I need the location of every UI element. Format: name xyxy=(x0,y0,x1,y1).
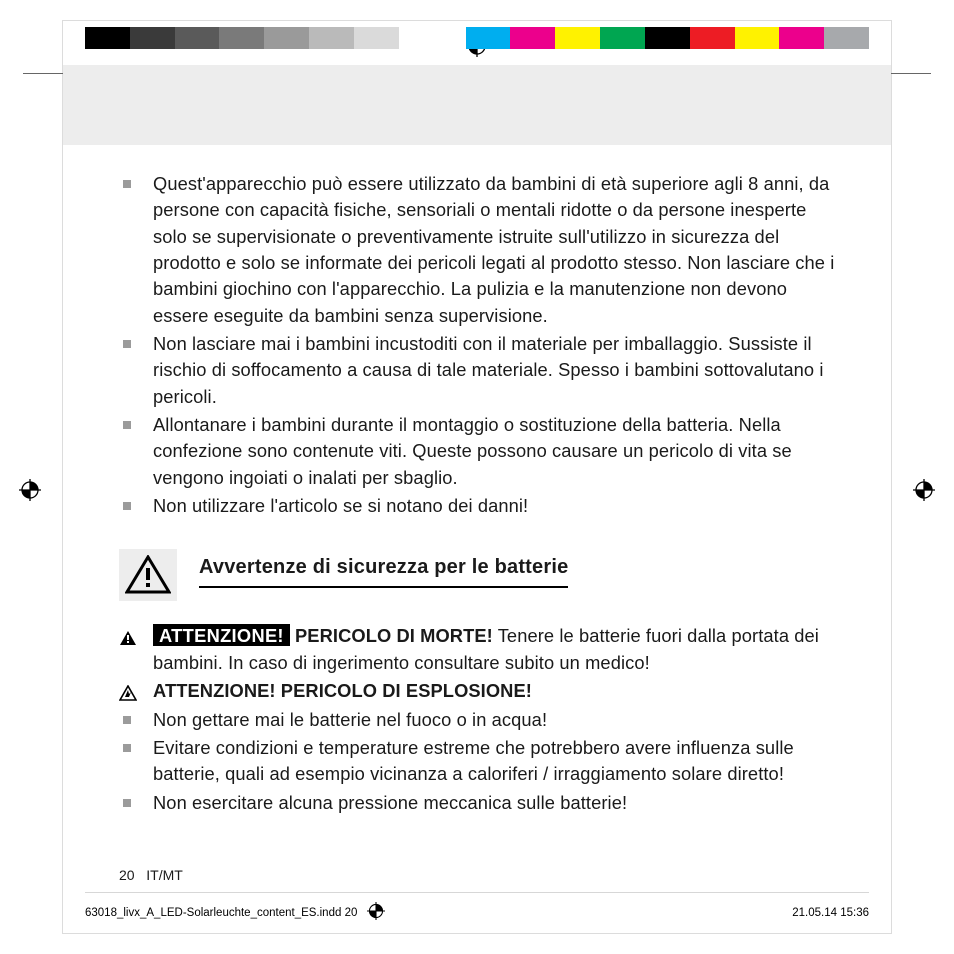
color-swatch xyxy=(690,27,735,49)
list-item: Evitare condizioni e temperature estreme… xyxy=(119,735,835,788)
color-swatch xyxy=(600,27,645,49)
language-code: IT/MT xyxy=(146,867,183,883)
color-swatch xyxy=(175,27,220,49)
safety-list: Quest'apparecchio può essere utilizzato … xyxy=(119,171,835,519)
warning-triangle-small-icon xyxy=(119,627,137,653)
death-danger-label: PERICOLO DI MORTE! xyxy=(295,625,493,646)
color-swatch xyxy=(779,27,824,49)
color-swatch xyxy=(85,27,130,49)
color-swatch xyxy=(645,27,690,49)
slug-filename: 63018_livx_A_LED-Solarleuchte_content_ES… xyxy=(85,907,357,919)
page-number: 20 xyxy=(119,867,135,883)
battery-safety-list: Non gettare mai le batterie nel fuoco o … xyxy=(119,707,835,816)
color-swatch xyxy=(219,27,264,49)
battery-safety-section: Avvertenze di sicurezza per le batterie … xyxy=(119,549,835,815)
color-swatch xyxy=(354,27,399,49)
color-swatch xyxy=(824,27,869,49)
registration-mark-icon xyxy=(913,479,935,506)
page-content: Quest'apparecchio può essere utilizzato … xyxy=(63,145,891,816)
color-swatch xyxy=(130,27,175,49)
list-item: Quest'apparecchio può essere utilizzato … xyxy=(119,171,835,329)
registration-mark-icon xyxy=(19,479,41,506)
color-swatch xyxy=(555,27,600,49)
list-item: Non esercitare alcuna pressione meccanic… xyxy=(119,790,835,816)
color-swatch xyxy=(735,27,780,49)
page-footer: 20 IT/MT xyxy=(119,867,183,883)
list-item: Non gettare mai le batterie nel fuoco o … xyxy=(119,707,835,733)
color-swatch xyxy=(309,27,354,49)
warning-triangle-small-icon xyxy=(119,682,137,708)
warning-line-death: ATTENZIONE! PERICOLO DI MORTE! Tenere le… xyxy=(119,623,835,676)
explosion-danger-label: ATTENZIONE! PERICOLO DI ESPLOSIONE! xyxy=(153,680,532,701)
slug-datetime: 21.05.14 15:36 xyxy=(792,907,869,919)
section-title: Avvertenze di sicurezza per le batterie xyxy=(199,553,568,588)
warning-triangle-icon xyxy=(119,549,177,601)
list-item: Non utilizzare l'articolo se si notano d… xyxy=(119,493,835,519)
header-band xyxy=(63,65,891,145)
crop-mark xyxy=(23,73,63,74)
footer-rule xyxy=(85,892,869,893)
attention-badge: ATTENZIONE! xyxy=(153,624,290,646)
warning-line-explosion: ATTENZIONE! PERICOLO DI ESPLOSIONE! xyxy=(119,678,835,704)
list-item: Allontanare i bambini durante il montagg… xyxy=(119,412,835,491)
registration-mark-icon xyxy=(367,902,385,923)
color-swatch xyxy=(466,27,511,49)
color-swatch xyxy=(264,27,309,49)
color-swatch xyxy=(510,27,555,49)
print-page: Quest'apparecchio può essere utilizzato … xyxy=(62,20,892,934)
color-calibration-bar xyxy=(63,21,891,65)
list-item: Non lasciare mai i bambini incustoditi c… xyxy=(119,331,835,410)
crop-mark xyxy=(891,73,931,74)
slug-line: 63018_livx_A_LED-Solarleuchte_content_ES… xyxy=(85,902,869,923)
color-swatch xyxy=(399,27,444,49)
